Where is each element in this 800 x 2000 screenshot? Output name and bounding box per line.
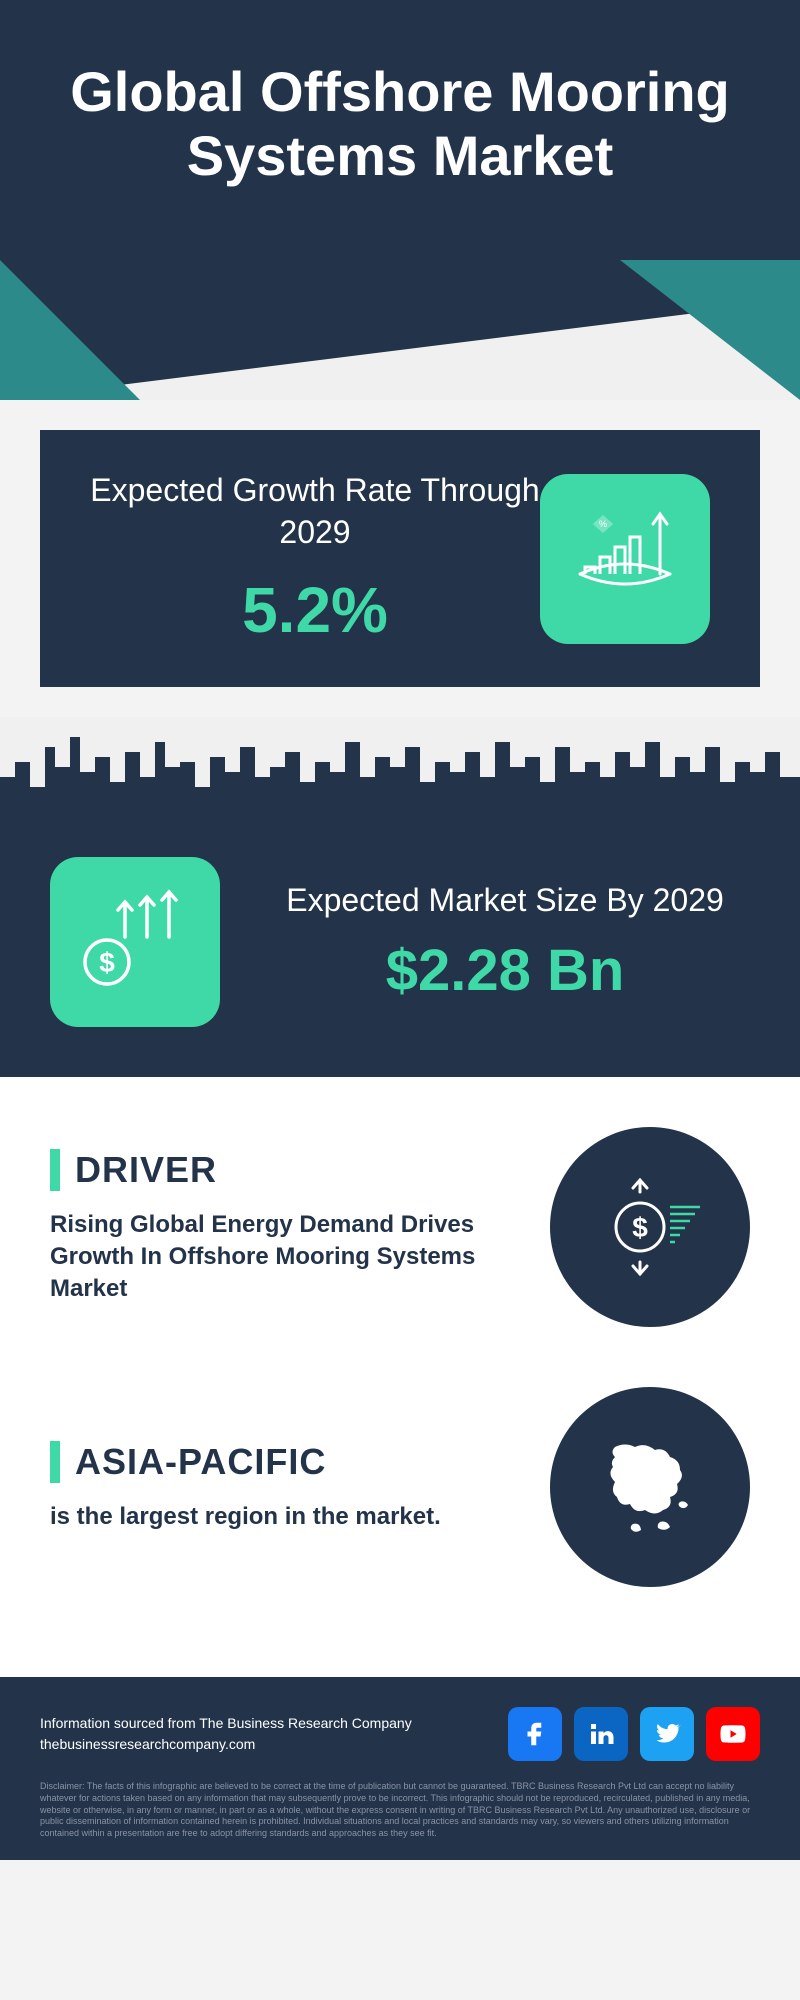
footer-top: Information sourced from The Business Re… [40,1707,760,1761]
svg-text:%: % [599,519,607,529]
footer-source: Information sourced from The Business Re… [40,1713,412,1755]
svg-text:$: $ [99,947,115,978]
market-value: $2.28 Bn [260,937,750,1004]
growth-rate-card: Expected Growth Rate Through 2029 5.2% % [40,430,760,687]
facebook-link[interactable] [508,1707,562,1761]
driver-text: DRIVER Rising Global Energy Demand Drive… [50,1149,510,1306]
twitter-link[interactable] [640,1707,694,1761]
market-size-section: $ Expected Market Size By 2029 $2.28 Bn [0,717,800,1077]
svg-text:$: $ [632,1212,648,1243]
dollar-cycle-icon: $ [550,1127,750,1327]
twitter-icon [652,1719,682,1749]
youtube-link[interactable] [706,1707,760,1761]
page-title: Global Offshore Mooring Systems Market [0,0,800,189]
growth-value: 5.2% [90,573,540,647]
asia-pacific-map-icon [550,1387,750,1587]
growth-text: Expected Growth Rate Through 2029 5.2% [90,470,540,647]
dollar-arrows-up-icon: $ [50,857,220,1027]
source-line1: Information sourced from The Business Re… [40,1713,412,1734]
growth-label: Expected Growth Rate Through 2029 [90,470,540,553]
region-text: ASIA-PACIFIC is the largest region in th… [50,1441,510,1533]
region-heading: ASIA-PACIFIC [50,1441,510,1483]
footer: Information sourced from The Business Re… [0,1677,800,1859]
skyline-graphic [0,717,800,817]
globe-growth-chart-icon: % [540,474,710,644]
infographic: Global Offshore Mooring Systems Market E… [0,0,800,1860]
disclaimer-text: Disclaimer: The facts of this infographi… [40,1781,760,1839]
facebook-icon [520,1719,550,1749]
header-teal-right [620,260,800,400]
driver-heading: DRIVER [50,1149,510,1191]
region-body: is the largest region in the market. [50,1501,510,1533]
linkedin-link[interactable] [574,1707,628,1761]
market-size-card: $ Expected Market Size By 2029 $2.28 Bn [0,817,800,1077]
market-text: Expected Market Size By 2029 $2.28 Bn [260,880,750,1004]
source-line2: thebusinessresearchcompany.com [40,1734,412,1755]
driver-body: Rising Global Energy Demand Drives Growt… [50,1209,510,1306]
youtube-icon [718,1719,748,1749]
header-section: Global Offshore Mooring Systems Market [0,0,800,400]
info-section: DRIVER Rising Global Energy Demand Drive… [0,1077,800,1677]
social-links [508,1707,760,1761]
linkedin-icon [586,1719,616,1749]
driver-row: DRIVER Rising Global Energy Demand Drive… [50,1127,750,1327]
market-label: Expected Market Size By 2029 [260,880,750,922]
region-row: ASIA-PACIFIC is the largest region in th… [50,1387,750,1587]
